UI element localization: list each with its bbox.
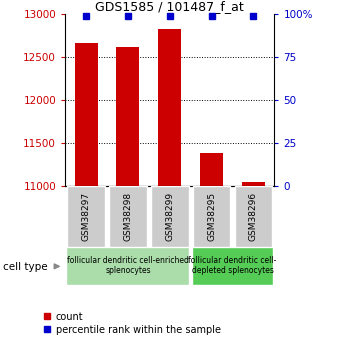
Bar (242, 181, 265, 186)
Bar (74, 43, 98, 186)
Legend: count, percentile rank within the sample: count, percentile rank within the sample (39, 308, 225, 338)
Bar (158, 29, 181, 186)
Text: cell type: cell type (3, 263, 48, 272)
Text: GSM38298: GSM38298 (123, 192, 132, 241)
Bar (235, 186, 272, 247)
Text: GSM38297: GSM38297 (82, 192, 91, 241)
Text: follicular dendritic cell-
depleted splenocytes: follicular dendritic cell- depleted sple… (188, 256, 277, 275)
Title: GDS1585 / 101487_f_at: GDS1585 / 101487_f_at (95, 0, 244, 13)
Bar (67, 186, 105, 247)
Text: GSM38296: GSM38296 (249, 192, 258, 241)
Bar (192, 247, 273, 285)
Text: GSM38299: GSM38299 (165, 192, 174, 241)
Bar (200, 152, 223, 186)
Bar (151, 186, 189, 247)
Bar (193, 186, 230, 247)
Bar (116, 47, 140, 186)
Text: GSM38295: GSM38295 (207, 192, 216, 241)
Bar (109, 186, 147, 247)
Bar (67, 247, 189, 285)
Text: follicular dendritic cell-enriched
splenocytes: follicular dendritic cell-enriched splen… (67, 256, 189, 275)
